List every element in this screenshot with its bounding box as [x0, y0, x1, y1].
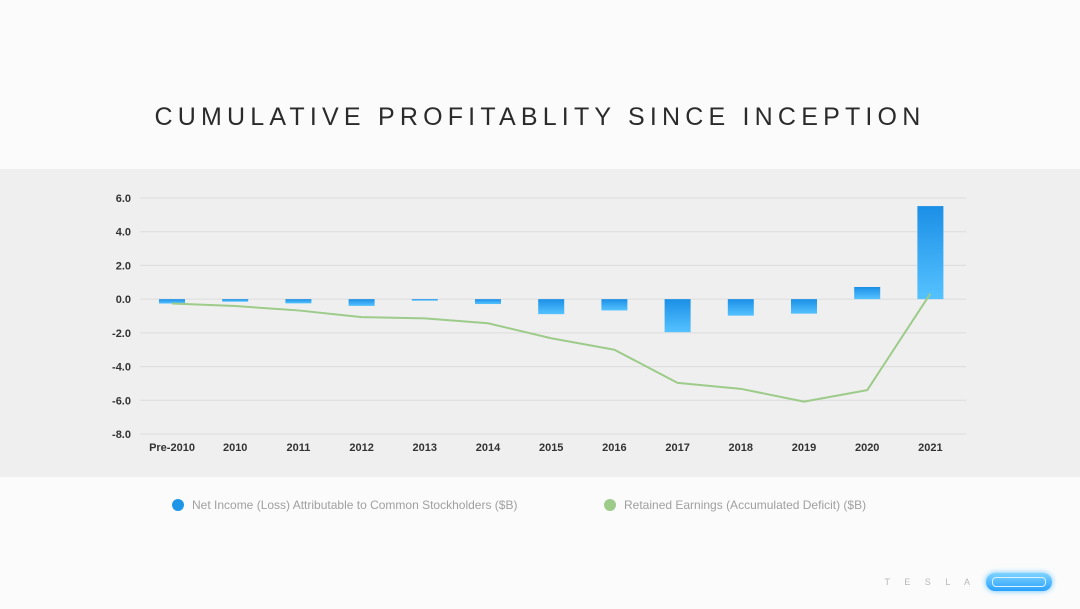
- legend-label-net-income: Net Income (Loss) Attributable to Common…: [192, 498, 518, 512]
- bar: [475, 299, 501, 305]
- bar: [727, 299, 754, 316]
- y-tick-label: -6.0: [112, 395, 131, 407]
- legend-item-net-income: Net Income (Loss) Attributable to Common…: [172, 498, 517, 512]
- x-tick-label: 2017: [665, 442, 689, 454]
- y-tick-label: -4.0: [112, 362, 131, 374]
- bar: [601, 299, 628, 311]
- y-tick-label: 0.0: [116, 294, 131, 306]
- x-tick-label: 2015: [539, 442, 563, 454]
- x-tick-label: 2018: [729, 442, 753, 454]
- x-tick-label: Pre-2010: [149, 442, 195, 454]
- bar: [664, 299, 691, 333]
- bar: [159, 299, 185, 304]
- y-tick-label: -2.0: [112, 328, 131, 340]
- legend-dot-net-income: [172, 499, 184, 511]
- y-tick-label: 4.0: [116, 227, 131, 239]
- x-tick-label: 2020: [855, 442, 879, 454]
- x-tick-label: 2010: [223, 442, 247, 454]
- y-tick-label: 2.0: [116, 260, 131, 272]
- brand-footer: T E S L A: [884, 573, 1052, 591]
- badge-logo-icon: [986, 573, 1052, 591]
- chart-title: CUMULATIVE PROFITABLITY SINCE INCEPTION: [154, 103, 926, 131]
- x-tick-label: 2019: [792, 442, 816, 454]
- chart-svg: 6.0 4.0 2.0 0.0 -2.0 -4.0 -6.0 -8.0 Pre-2010 2010…: [112, 193, 966, 454]
- y-tick-label: 6.0: [116, 193, 131, 205]
- x-tick-label: 2011: [286, 442, 310, 454]
- x-tick-label: 2014: [476, 442, 501, 454]
- bar: [791, 299, 817, 314]
- bar: [917, 206, 944, 300]
- bar: [222, 299, 249, 302]
- x-tick-label: 2021: [918, 442, 942, 454]
- legend-item-retained-earnings: Retained Earnings (Accumulated Deficit) …: [604, 498, 866, 512]
- x-tick-label: 2012: [349, 442, 373, 454]
- legend-label-retained-earnings: Retained Earnings (Accumulated Deficit) …: [624, 498, 867, 512]
- bar: [411, 299, 438, 301]
- bar: [285, 299, 312, 304]
- y-tick-label: -8.0: [112, 429, 131, 441]
- legend: Net Income (Loss) Attributable to Common…: [0, 498, 1080, 516]
- tesla-wordmark: T E S L A: [884, 577, 976, 587]
- bar: [854, 287, 881, 300]
- bar: [348, 299, 375, 306]
- legend-dot-retained-earnings: [604, 499, 616, 511]
- bar: [538, 299, 565, 315]
- x-tick-label: 2016: [602, 442, 626, 454]
- x-tick-label: 2013: [413, 442, 437, 454]
- chart-area: 6.0 4.0 2.0 0.0 -2.0 -4.0 -6.0 -8.0 Pre-2010 2010…: [0, 169, 1080, 477]
